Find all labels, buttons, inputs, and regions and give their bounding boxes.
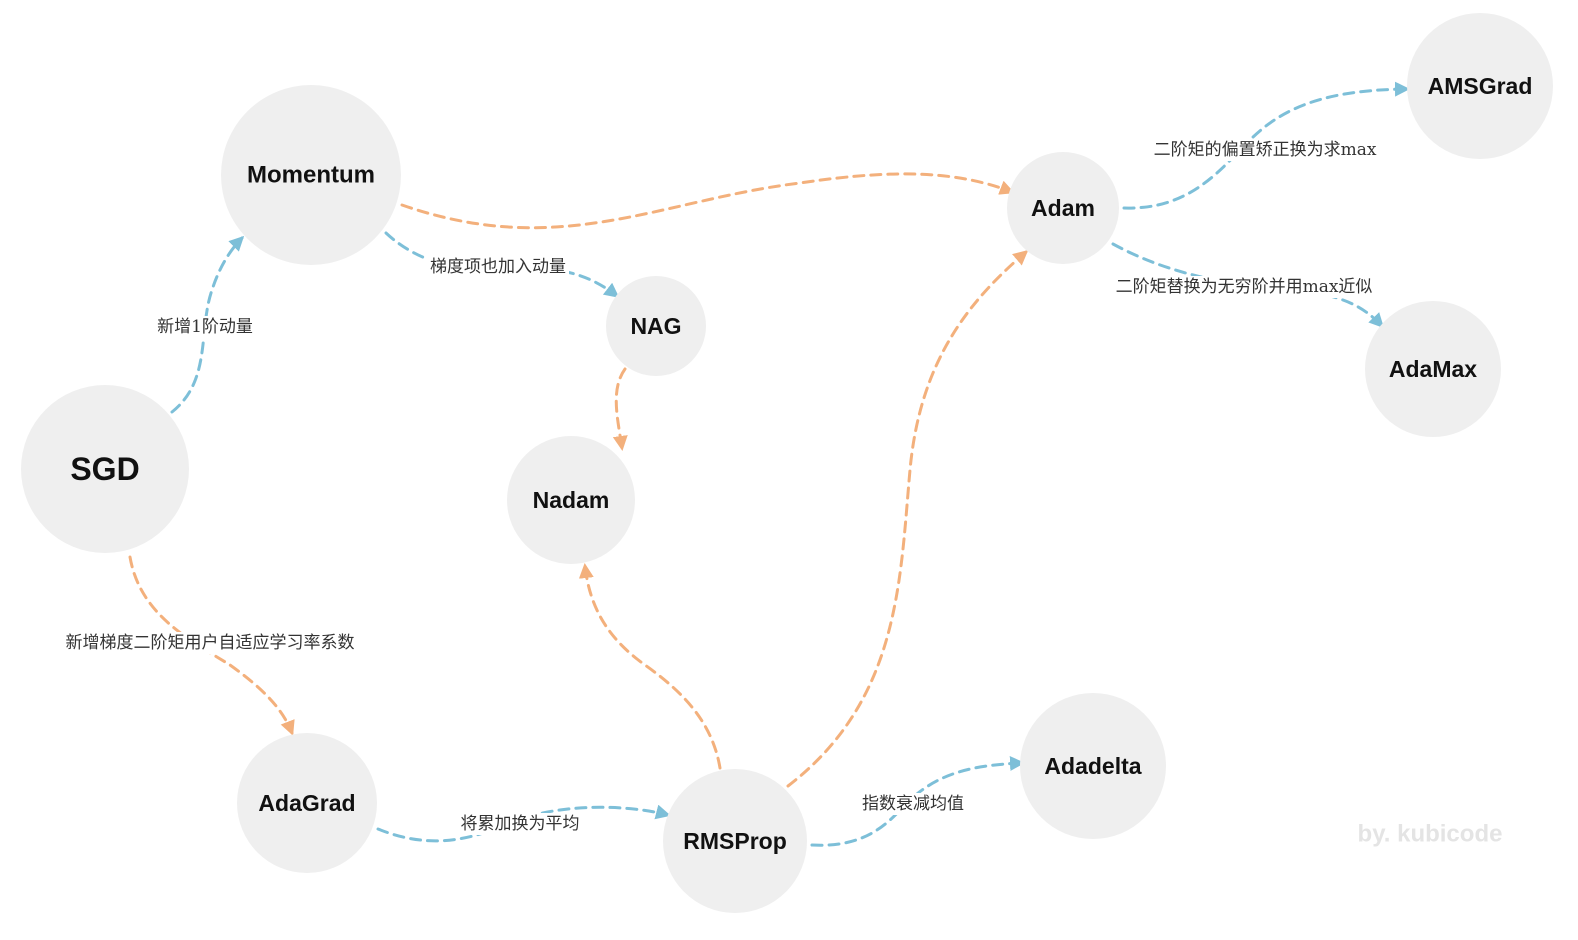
node-label-adamax: AdaMax — [1389, 356, 1477, 382]
node-adamax: AdaMax — [1365, 301, 1501, 437]
edge-label-adam-amsgrad: 二阶矩的偏置矫正换为求max — [1154, 140, 1377, 160]
node-circle-sgd — [21, 385, 189, 553]
edge-momentum-adam — [400, 172, 1015, 230]
edge-label-sgd-adagrad: 新增梯度二阶矩用户自适应学习率系数 — [66, 633, 355, 653]
edge-label-background — [62, 632, 358, 654]
node-circle-adagrad — [237, 733, 377, 873]
node-label-adam: Adam — [1031, 195, 1095, 221]
node-label-sgd: SGD — [70, 451, 139, 487]
edge-nag-nadam — [612, 367, 628, 451]
node-label-adadelta: Adadelta — [1044, 753, 1141, 779]
node-amsgrad: AMSGrad — [1407, 13, 1553, 159]
edge-sgd-adagrad — [128, 555, 295, 736]
edge-label-background — [154, 316, 256, 338]
edge-label-rmsprop-adadelta: 指数衰减均值 — [862, 794, 964, 814]
node-momentum: Momentum — [221, 85, 401, 265]
node-circle-nadam — [507, 436, 635, 564]
edge-rmsprop-adam — [786, 250, 1029, 788]
node-label-nag: NAG — [630, 313, 681, 339]
edge-adam-amsgrad — [1122, 81, 1410, 210]
node-label-rmsprop: RMSProp — [683, 828, 787, 854]
node-adagrad: AdaGrad — [237, 733, 377, 873]
node-circle-adam — [1007, 152, 1119, 264]
node-label-nadam: Nadam — [533, 487, 610, 513]
node-circle-adadelta — [1020, 693, 1166, 839]
node-rmsprop: RMSProp — [663, 769, 807, 913]
node-label-amsgrad: AMSGrad — [1428, 73, 1533, 99]
edge-sgd-momentum — [170, 235, 245, 414]
nodes-layer: SGD Momentum NAG Nadam AdaGrad RMSProp Adadelt… — [21, 13, 1553, 913]
node-nag: NAG — [606, 276, 706, 376]
edge-label-adam-adamax: 二阶矩替换为无穷阶并用max近似 — [1116, 277, 1373, 297]
edge-rmsprop-nadam — [578, 563, 722, 770]
node-circle-momentum — [221, 85, 401, 265]
node-label-adagrad: AdaGrad — [258, 790, 355, 816]
edge-label-background — [859, 793, 967, 815]
watermark-text: by. kubicode — [1358, 821, 1503, 848]
edge-label-sgd-momentum: 新增1阶动量 — [157, 317, 253, 337]
node-label-momentum: Momentum — [247, 162, 375, 189]
node-circle-amsgrad — [1407, 13, 1553, 159]
node-nadam: Nadam — [507, 436, 635, 564]
node-circle-rmsprop — [663, 769, 807, 913]
edge-label-background — [427, 256, 569, 278]
node-circle-nag — [606, 276, 706, 376]
edge-label-background — [1150, 139, 1380, 161]
edge-label-background — [457, 813, 583, 835]
node-adadelta: Adadelta — [1020, 693, 1166, 839]
node-sgd: SGD — [21, 385, 189, 553]
edge-label-background — [1112, 276, 1376, 298]
node-circle-adamax — [1365, 301, 1501, 437]
edge-label-momentum-nag: 梯度项也加入动量 — [430, 257, 566, 277]
edge-label-adagrad-rmsprop: 将累加换为平均 — [461, 814, 580, 834]
node-adam: Adam — [1007, 152, 1119, 264]
